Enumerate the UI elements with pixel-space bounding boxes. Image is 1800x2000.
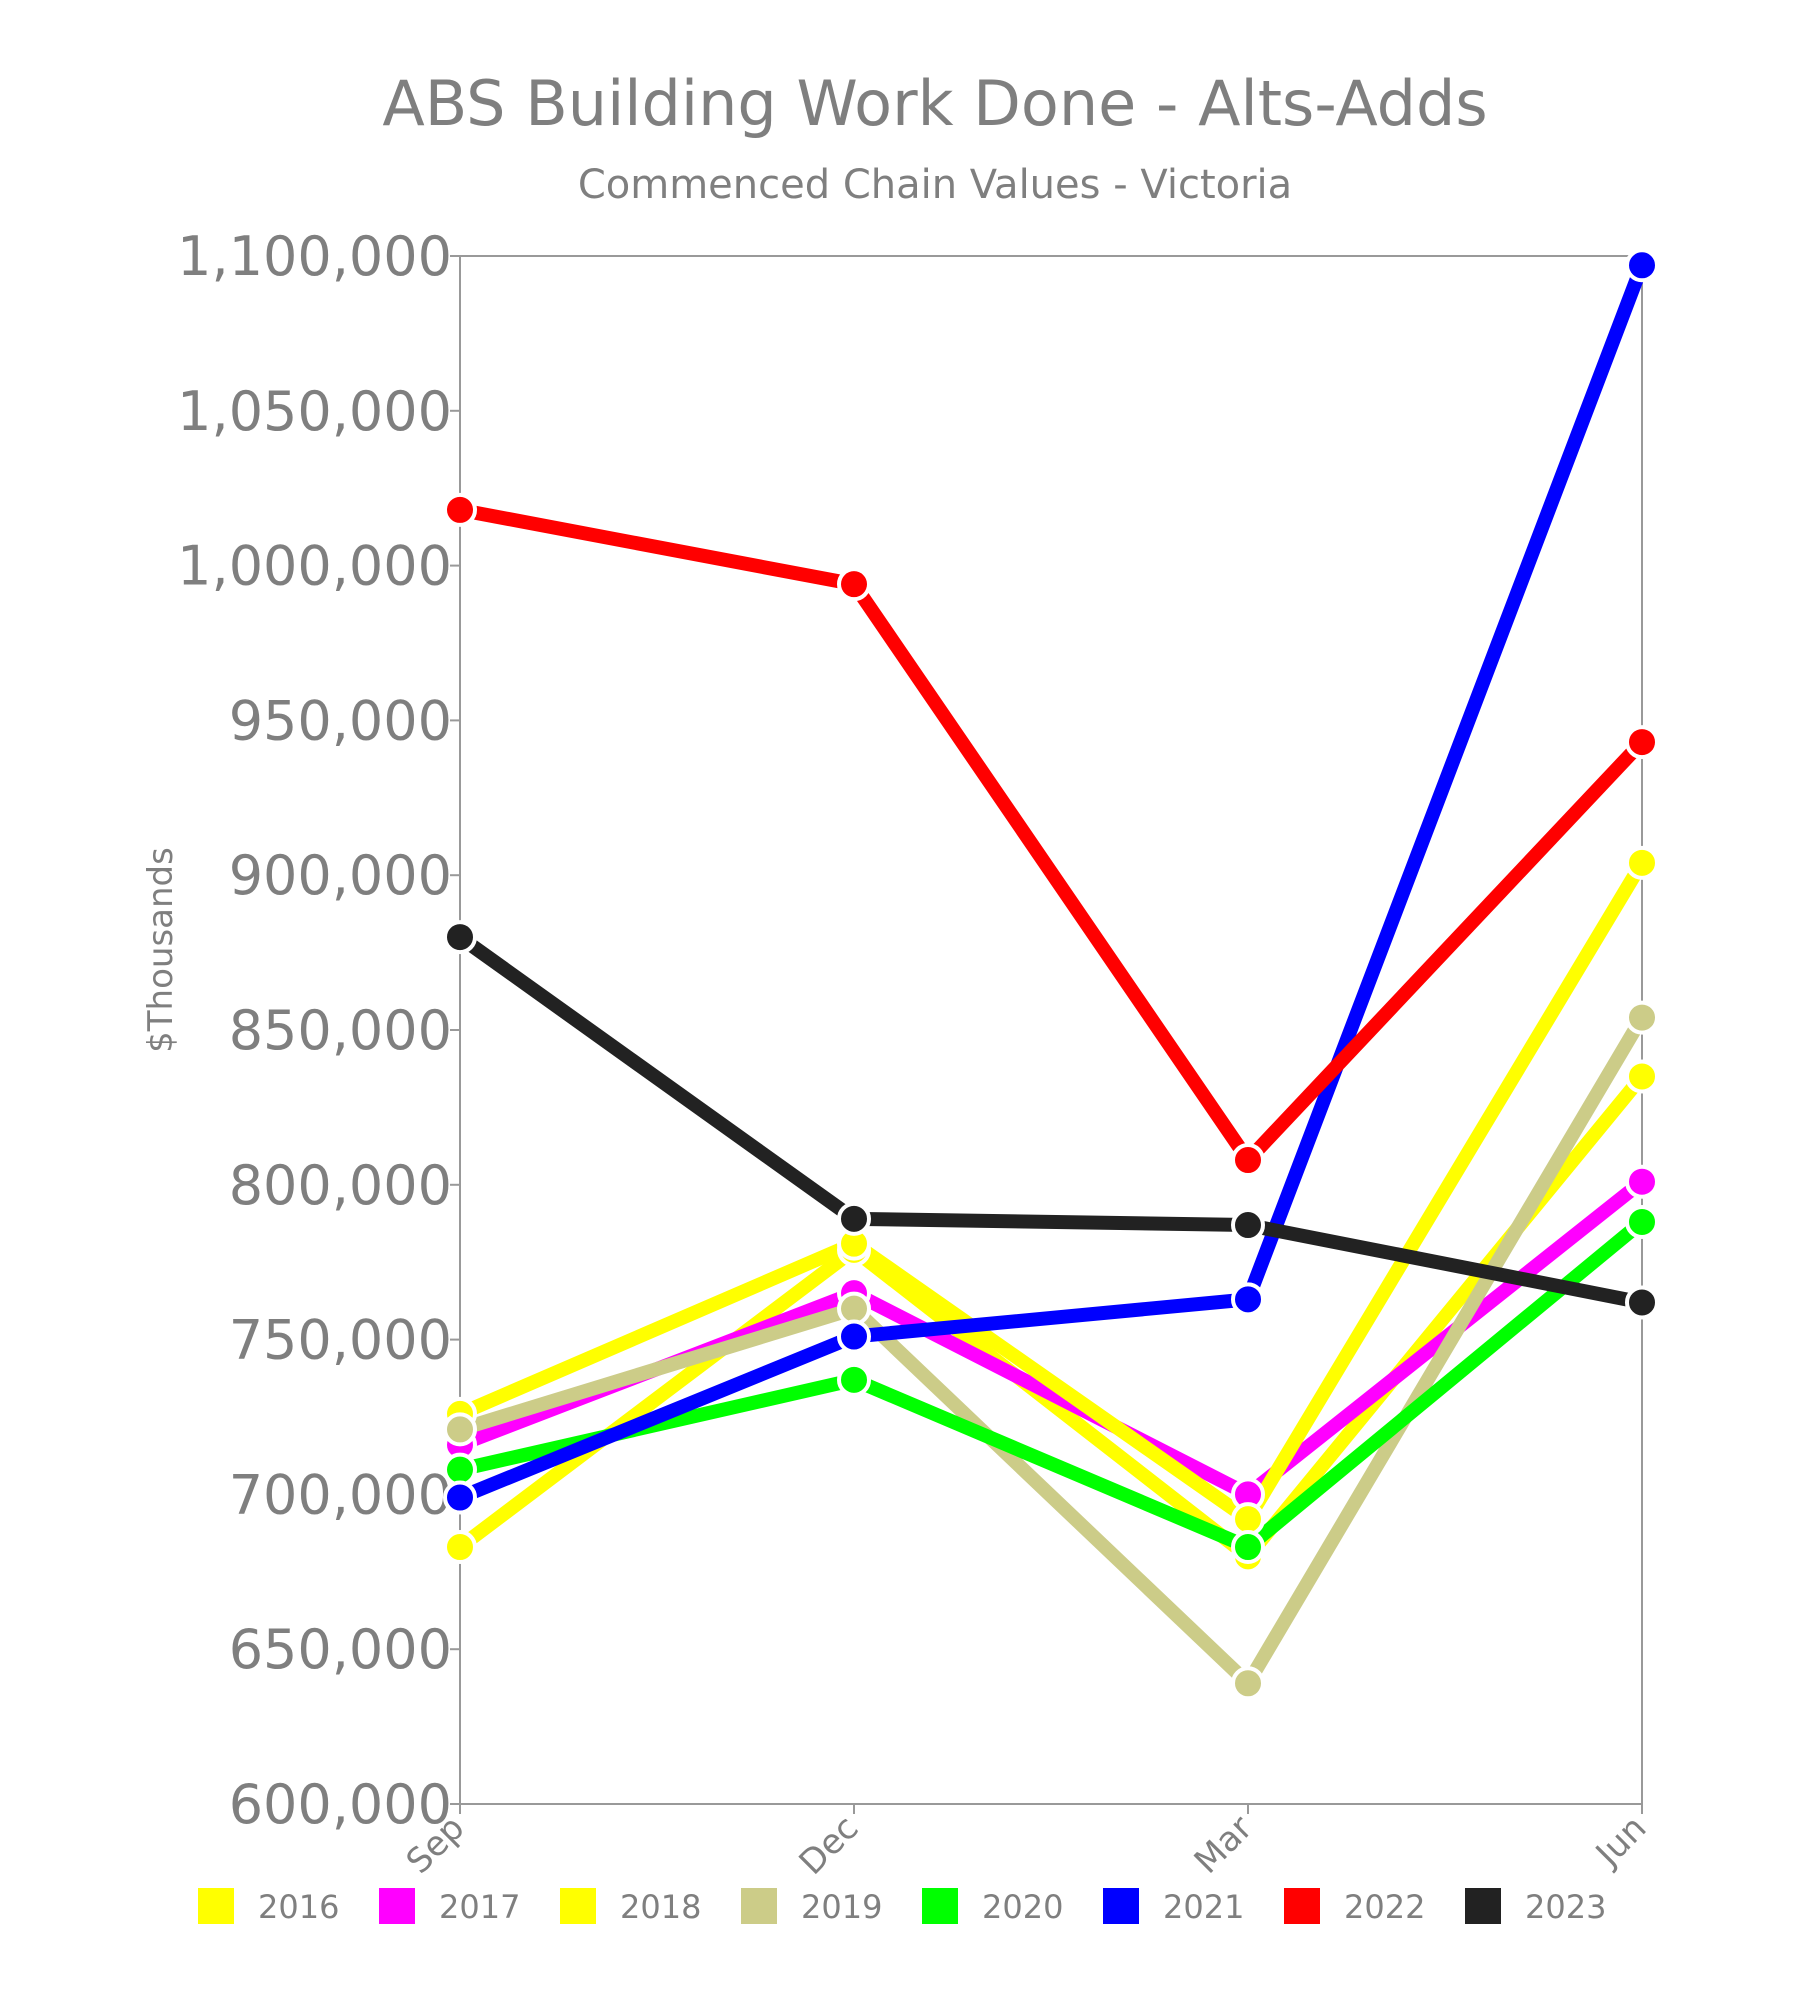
legend-label-2018[interactable]: 2018 xyxy=(620,1888,701,1926)
y-axis-label: $Thousands xyxy=(141,847,181,1053)
series-line-2018 xyxy=(453,855,1649,1527)
y-tick-label: 850,000 xyxy=(229,999,452,1062)
data-point-2020-Sep[interactable] xyxy=(443,1452,477,1487)
x-tick-label: Jun xyxy=(1587,1808,1654,1875)
y-tick-label: 950,000 xyxy=(229,689,452,752)
y-tick-label: 600,000 xyxy=(229,1773,452,1836)
data-point-2021-Jun[interactable] xyxy=(1625,248,1659,283)
data-point-2020-Jun[interactable] xyxy=(1625,1204,1659,1239)
data-point-2023-Mar[interactable] xyxy=(1231,1208,1265,1243)
data-point-2022-Mar[interactable] xyxy=(1231,1143,1265,1178)
y-tick-label: 650,000 xyxy=(229,1618,452,1681)
data-point-2020-Dec[interactable] xyxy=(837,1362,871,1397)
x-tick-label: Dec xyxy=(792,1808,867,1883)
y-tick-label: 1,100,000 xyxy=(177,225,452,288)
legend-label-2019[interactable]: 2019 xyxy=(801,1888,882,1926)
chart-title: ABS Building Work Done - Alts-Adds xyxy=(382,67,1487,140)
data-point-2021-Mar[interactable] xyxy=(1231,1282,1265,1317)
data-point-2019-Jun[interactable] xyxy=(1625,1000,1659,1035)
y-tick-label: 900,000 xyxy=(229,844,452,907)
legend-swatch-2021[interactable] xyxy=(1103,1888,1139,1924)
series-line-2020 xyxy=(453,1214,1649,1555)
series-line-2019 xyxy=(453,1010,1649,1691)
data-point-2019-Sep[interactable] xyxy=(443,1412,477,1447)
data-point-2022-Jun[interactable] xyxy=(1625,725,1659,760)
legend-label-2022[interactable]: 2022 xyxy=(1344,1888,1425,1926)
data-point-2017-Jun[interactable] xyxy=(1625,1164,1659,1199)
legend-swatch-2022[interactable] xyxy=(1284,1888,1320,1924)
data-point-2018-Jun[interactable] xyxy=(1625,845,1659,880)
y-tick-label: 800,000 xyxy=(229,1154,452,1217)
y-axis-ticks: 600,000 650,000 700,000 750,000 800,000 850,0… xyxy=(177,225,460,1836)
series-points xyxy=(443,248,1659,1701)
x-axis-ticks: Sep Dec Mar Jun xyxy=(399,1804,1654,1883)
chart-subtitle: Commenced Chain Values - Victoria xyxy=(578,162,1292,208)
data-point-2021-Sep[interactable] xyxy=(443,1480,477,1515)
x-tick-label: Mar xyxy=(1187,1808,1261,1882)
data-point-2023-Sep[interactable] xyxy=(443,920,477,955)
series-line-2016 xyxy=(453,1069,1649,1564)
series-line-2023 xyxy=(453,930,1649,1310)
y-tick-label: 1,050,000 xyxy=(177,380,452,443)
legend-swatch-2019[interactable] xyxy=(741,1888,777,1924)
series-lines xyxy=(453,258,1649,1691)
plot-frame xyxy=(459,255,1643,1805)
data-point-2022-Sep[interactable] xyxy=(443,492,477,527)
y-tick-label: 700,000 xyxy=(229,1463,452,1526)
y-tick-label: 750,000 xyxy=(229,1309,452,1372)
legend-label-2020[interactable]: 2020 xyxy=(982,1888,1063,1926)
legend-swatch-2020[interactable] xyxy=(922,1888,958,1924)
data-point-2023-Jun[interactable] xyxy=(1625,1285,1659,1320)
legend-swatch-2016[interactable] xyxy=(198,1888,234,1924)
legend-swatch-2018[interactable] xyxy=(560,1888,596,1924)
data-point-2018-Mar[interactable] xyxy=(1231,1502,1265,1537)
data-point-2022-Dec[interactable] xyxy=(837,567,871,602)
series-line-2021 xyxy=(453,258,1649,1505)
legend: 2016 2017 2018 2019 2020 2021 2022 2023 xyxy=(198,1888,1606,1926)
legend-label-2017[interactable]: 2017 xyxy=(439,1888,520,1926)
data-point-2016-Jun[interactable] xyxy=(1625,1059,1659,1094)
data-point-2016-Sep[interactable] xyxy=(443,1530,477,1565)
legend-label-2023[interactable]: 2023 xyxy=(1525,1888,1606,1926)
legend-swatch-2017[interactable] xyxy=(379,1888,415,1924)
legend-label-2021[interactable]: 2021 xyxy=(1163,1888,1244,1926)
y-tick-label: 1,000,000 xyxy=(177,535,452,598)
legend-swatch-2023[interactable] xyxy=(1465,1888,1501,1924)
data-point-2019-Mar[interactable] xyxy=(1231,1666,1265,1701)
data-point-2023-Dec[interactable] xyxy=(837,1201,871,1236)
data-point-2021-Dec[interactable] xyxy=(837,1319,871,1354)
series-line-2022 xyxy=(453,502,1649,1168)
data-point-2020-Mar[interactable] xyxy=(1231,1530,1265,1565)
data-point-2019-Dec[interactable] xyxy=(837,1291,871,1326)
legend-label-2016[interactable]: 2016 xyxy=(258,1888,339,1926)
